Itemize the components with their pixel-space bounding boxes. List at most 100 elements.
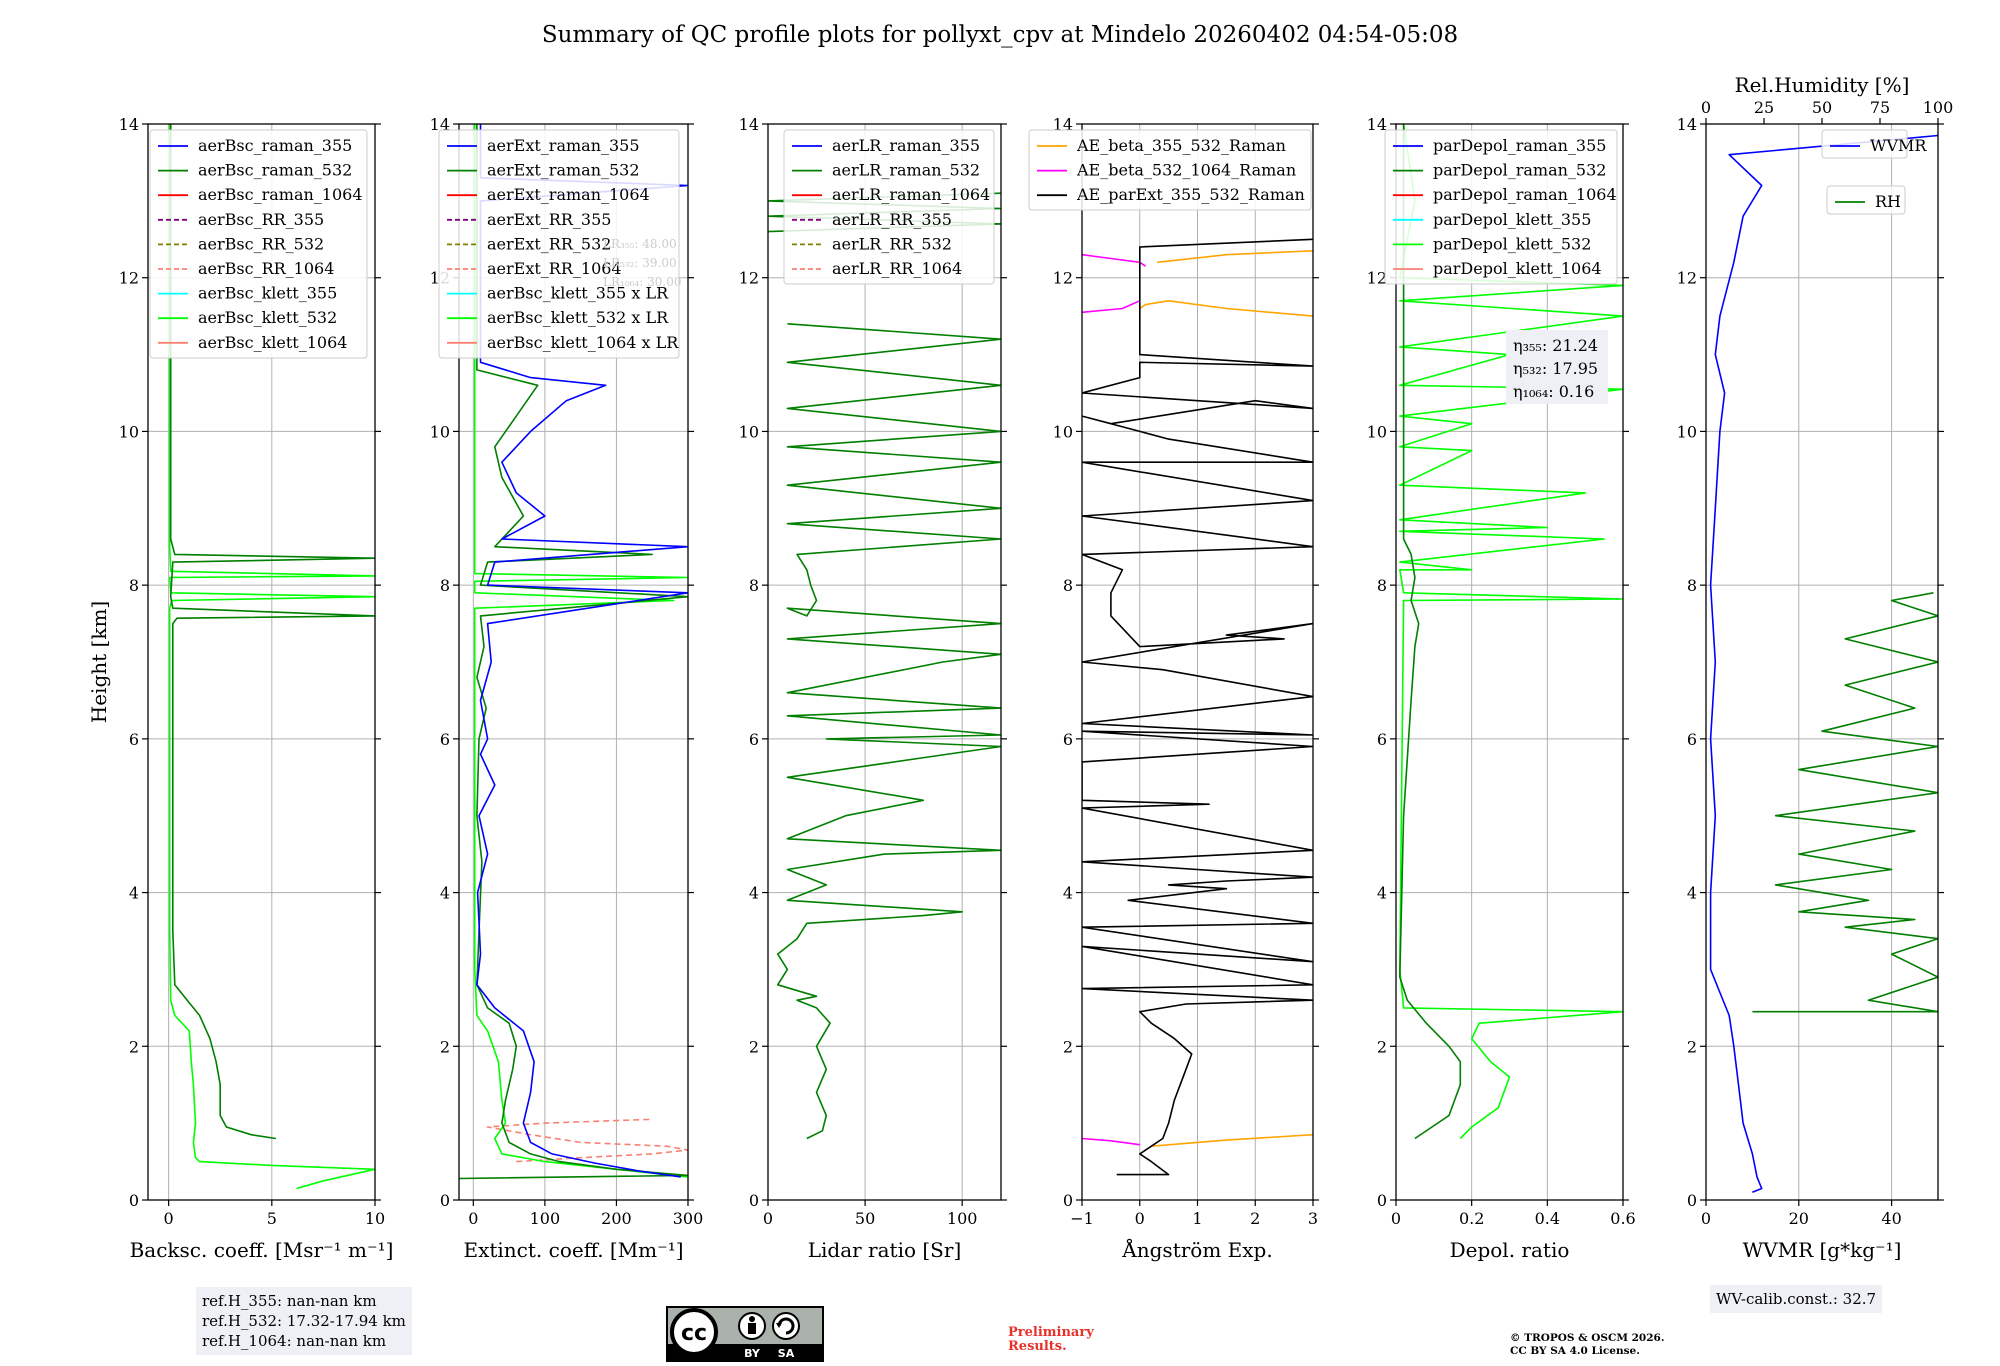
y-tick-label: 14 (1053, 115, 1073, 134)
series-aerbsc-klett-532 (168, 124, 375, 1190)
lr-annotation: LR₅₃₂: 39.00 (603, 256, 677, 270)
legend-box (1821, 129, 1908, 159)
series-ae-beta-532-1064-raman-upper (1082, 300, 1141, 314)
y-tick-label: 0 (1377, 1191, 1387, 1210)
panel-2: 024681012140100200300Extinct. coeff. [Mm… (430, 115, 704, 1262)
legend-label: aerLR_RR_1064 (832, 259, 962, 278)
series-aerext-raman-532 (459, 124, 688, 1180)
series-ae-beta-532-1064-raman (1082, 1137, 1140, 1146)
y-tick-label: 2 (129, 1037, 139, 1056)
legend-label: aerExt_RR_532 (487, 234, 611, 253)
legend-label: aerBsc_RR_1064 (198, 259, 334, 278)
y-tick-label: 8 (1377, 576, 1387, 595)
lr-annotation: LR₁₀₆₄: 30.00 (603, 275, 681, 289)
plot-area (1082, 238, 1313, 1176)
x-tick-label: 0.6 (1610, 1209, 1635, 1228)
wv-calibration-box: WV-calib.const.: 32.7 (1710, 1285, 1883, 1313)
y-tick-label: 2 (440, 1037, 450, 1056)
series-aerlr-raman-532 (776, 323, 1001, 1140)
legend-label: parDepol_raman_1064 (1433, 185, 1617, 204)
legend-label: parDepol_raman_355 (1433, 136, 1606, 155)
y-tick-label: 8 (1687, 576, 1697, 595)
axes-frame (1705, 123, 1939, 1201)
legend-label: WVMR (1870, 136, 1927, 155)
top-tick-label: 25 (1754, 98, 1774, 117)
legend-label: aerBsc_raman_355 (198, 136, 352, 155)
x-tick-label: 200 (601, 1209, 632, 1228)
y-tick-label: 10 (739, 422, 759, 441)
legend-label: AE_parExt_355_532_Raman (1076, 185, 1305, 204)
x-tick-label: 0 (1135, 1209, 1145, 1228)
series-aerbsc-klett-532-x-lr (473, 124, 688, 1178)
plot-area (1399, 124, 1623, 1140)
cc-badge-by: BY (744, 1347, 761, 1360)
panel-1: 0 2 4 6 8 10 12 14 0 5 10 Backsc. coeff. [Msr⁻¹ m⁻¹… (119, 115, 394, 1262)
reference-height-box: ref.H_355: nan-nan km ref.H_532: 17.32-1… (196, 1287, 412, 1355)
x-tick-label: 0.4 (1535, 1209, 1560, 1228)
y-tick-label: 12 (1367, 269, 1387, 288)
y-tick-label: 10 (430, 422, 450, 441)
y-axis-label: Height [km] (87, 601, 111, 723)
y-tick-label: 4 (1687, 884, 1697, 903)
series-ae-beta-355-532-raman-top (1157, 250, 1313, 264)
x-tick-label: 0 (1701, 1209, 1711, 1228)
y-tick-label: 6 (440, 730, 450, 749)
legend-label: aerLR_RR_355 (832, 210, 952, 229)
panel-5: 0 2 4 6 8 10 12 14 0 0.2 0.4 0.6 Depol. ratio parDepo… (1367, 115, 1636, 1262)
ref-height-1064: ref.H_1064: nan-nan km (202, 1332, 387, 1350)
y-tick-label: 0 (1687, 1191, 1697, 1210)
copyright-notice: © TROPOS & OSCM 2026. CC BY SA 4.0 Licen… (1510, 1332, 1665, 1358)
legend-label: RH (1875, 192, 1901, 211)
y-tick-label: 8 (440, 576, 450, 595)
axes-frame (1395, 123, 1624, 1201)
axes-frame (458, 123, 689, 1201)
legend-box (438, 129, 680, 359)
top-axis-label: Rel.Humidity [%] (1735, 73, 1910, 97)
y-tick-label: 14 (119, 115, 139, 134)
y-tick-label: 10 (1053, 422, 1073, 441)
eta-box (1506, 330, 1608, 404)
legend-label: parDepol_klett_532 (1433, 234, 1591, 253)
cc-badge-sa: SA (778, 1347, 795, 1360)
plot-area (168, 124, 375, 1190)
legend-label: parDepol_klett_1064 (1433, 259, 1602, 278)
ref-height-355: ref.H_355: nan-nan km (202, 1292, 377, 1310)
y-tick-label: 4 (1063, 884, 1073, 903)
legend-box (783, 129, 995, 285)
y-tick-label: 6 (1687, 730, 1697, 749)
x-tick-label: 0 (1391, 1209, 1401, 1228)
legend-label: aerBsc_klett_355 (198, 284, 337, 303)
x-tick-label: 10 (365, 1209, 385, 1228)
series-ae-beta-532-1064-raman-top (1082, 253, 1146, 267)
x-tick-label: 20 (1789, 1209, 1809, 1228)
x-tick-label: 0.2 (1459, 1209, 1484, 1228)
y-tick-label: 6 (749, 730, 759, 749)
y-tick-label: 14 (1677, 115, 1697, 134)
eta-annotation: η₅₃₂: 17.95 (1513, 359, 1598, 378)
plot-area (768, 192, 1001, 1140)
legend-box (1028, 129, 1312, 211)
y-tick-label: 8 (749, 576, 759, 595)
y-tick-label: 0 (749, 1191, 759, 1210)
y-tick-label: 0 (1063, 1191, 1073, 1210)
x-axis-label: Extinct. coeff. [Mm⁻¹] (463, 1238, 683, 1262)
legend-box (149, 129, 368, 359)
figure-title: Summary of QC profile plots for pollyxt_… (541, 22, 1459, 48)
x-tick-label: 50 (855, 1209, 875, 1228)
y-tick-label: 10 (1677, 422, 1697, 441)
x-tick-label: 0 (468, 1209, 478, 1228)
x-tick-label: 0 (763, 1209, 773, 1228)
legend-label: aerExt_RR_1064 (487, 259, 622, 278)
y-tick-label: 0 (129, 1191, 139, 1210)
x-tick-label: 0 (164, 1209, 174, 1228)
legend-label: aerBsc_klett_355 x LR (487, 284, 669, 303)
y-tick-label: 14 (430, 115, 450, 134)
x-tick-label: 2 (1250, 1209, 1260, 1228)
y-tick-label: 2 (1687, 1037, 1697, 1056)
y-tick-label: 4 (749, 884, 759, 903)
legend-label: aerExt_raman_355 (487, 136, 640, 155)
y-tick-label: 10 (119, 422, 139, 441)
y-tick-label: 12 (739, 269, 759, 288)
series-pardepol-klett-532 (1399, 124, 1623, 1140)
